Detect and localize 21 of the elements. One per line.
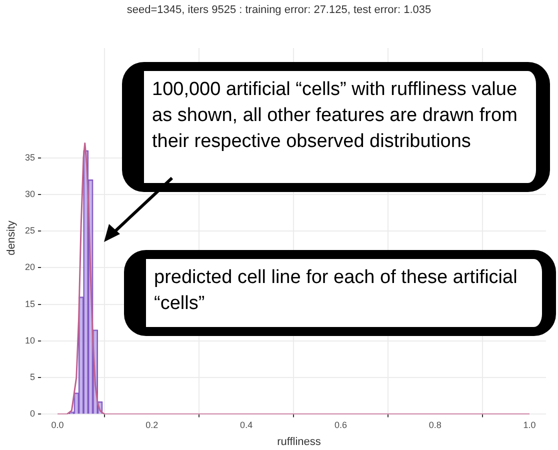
brush-frame: 100,000 artificial “cells” with ruffliness value as shown, all other features are drawn from their respective observed distributions xyxy=(122,62,550,192)
y-tick-label: 30 xyxy=(24,188,36,199)
y-tick-label: 20 xyxy=(24,262,36,272)
annotation: predicted cell line for each of these artificial “cells” xyxy=(154,267,518,314)
x-axis-title: ruffliness xyxy=(276,436,322,448)
x-tick-label: 0.6 xyxy=(334,420,347,430)
x-tick-label: 0.4 xyxy=(240,420,253,430)
y-axis-title: density xyxy=(5,220,18,256)
y-tick-label: 15 xyxy=(24,298,36,309)
y-tick-label: 0 xyxy=(30,408,36,419)
x-tick-label: 0.0 xyxy=(51,420,64,430)
annotation: 100,000 artificial “cells” with ruffliness value as shown, all other features are drawn from their respective observed distributions xyxy=(152,79,518,152)
x-tick-label: 0.2 xyxy=(146,420,158,430)
y-tick-label: 25 xyxy=(24,226,36,236)
brush-frame: predicted cell line for each of these artificial “cells” xyxy=(124,250,556,336)
chart-title: seed=1345, iters 9525 : training error: 27.125, test error: 1.035 xyxy=(126,4,432,16)
y-tick-label: 35 xyxy=(24,152,36,162)
y-tick-label: 5 xyxy=(30,372,36,382)
y-tick-label: 10 xyxy=(24,335,36,346)
x-tick-label: 0.8 xyxy=(428,420,442,430)
x-tick-label: 1.0 xyxy=(523,420,536,430)
